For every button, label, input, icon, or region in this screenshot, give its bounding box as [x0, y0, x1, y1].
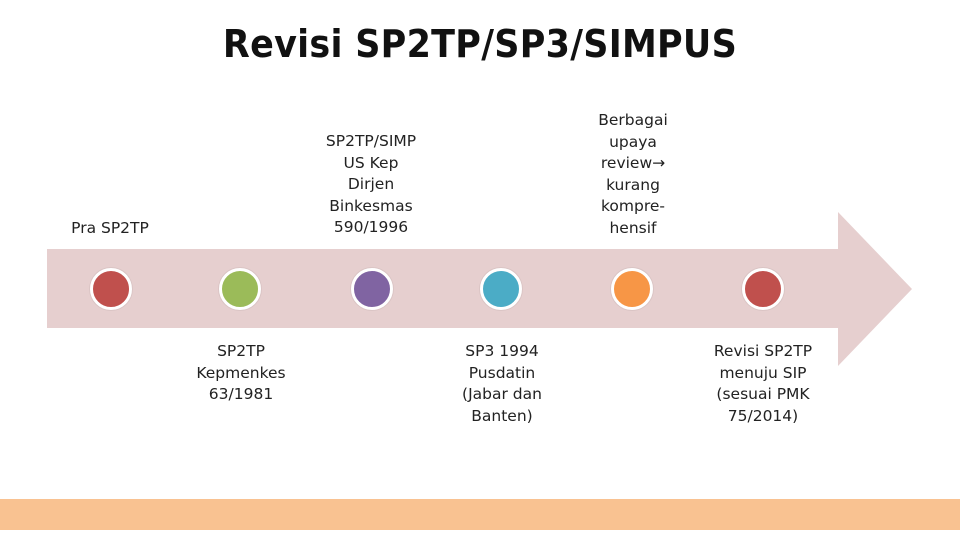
- event-label-pra-sp2tp: Pra SP2TP: [71, 219, 149, 237]
- event-label-revisi-sp2tp: Revisi SP2TP menuju SIP (sesuai PMK 75/2…: [713, 342, 813, 425]
- timeline-node-3: [351, 268, 393, 310]
- timeline-node-1: [90, 268, 132, 310]
- timeline-node-2: [219, 268, 261, 310]
- timeline-node-4: [480, 268, 522, 310]
- timeline-node-6: [742, 268, 784, 310]
- event-label-sp3-1994: SP3 1994 Pusdatin (Jabar dan Banten): [462, 342, 542, 425]
- footer-bar: [0, 499, 960, 530]
- slide-title: Revisi SP2TP/SP3/SIMPUS: [222, 22, 738, 66]
- event-label-review: Berbagai upaya review→ kurang kompre- he…: [598, 111, 668, 237]
- event-label-sp2tp-1981: SP2TP Kepmenkes 63/1981: [196, 342, 286, 403]
- event-label-sp2tp-simpus-1996: SP2TP/SIMP US Kep Dirjen Binkesmas 590/1…: [325, 132, 417, 236]
- timeline-node-5: [611, 268, 653, 310]
